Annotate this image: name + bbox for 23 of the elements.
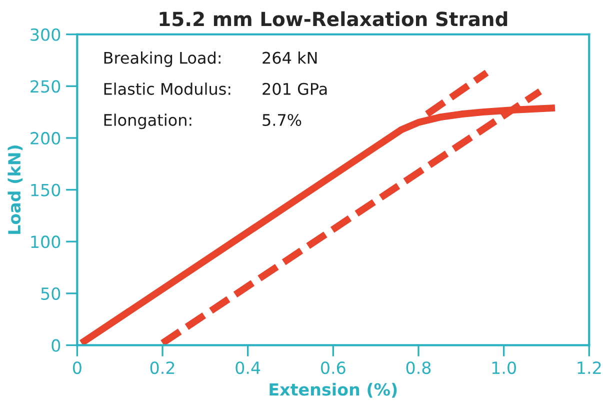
- y-tick-label: 0: [52, 339, 60, 352]
- x-tick-label: 0.4: [236, 361, 260, 374]
- y-tick-label: 100: [31, 236, 60, 248]
- x-tick-label: 1.2: [578, 361, 601, 374]
- x-tick-label: 0: [72, 361, 82, 374]
- x-axis-title: Extension (%): [270, 382, 397, 398]
- annotation: 201 GPa: [262, 82, 327, 95]
- annotation: 264 kN: [262, 51, 317, 64]
- x-tick-label: 1.0: [492, 361, 516, 374]
- y-axis-title: Load (kN): [8, 146, 23, 234]
- annotation: 5.7%: [262, 114, 302, 126]
- x-tick-label: 0.8: [406, 361, 431, 374]
- x-tick-label: 0.2: [150, 361, 174, 374]
- chart-title: 15.2 mm Low-Relaxation Strand: [160, 11, 508, 26]
- annotation: Breaking Load:: [104, 51, 220, 67]
- x-tick-label: 0.6: [321, 361, 346, 374]
- y-tick-label: 200: [30, 132, 60, 145]
- annotation: Elongation:: [104, 114, 192, 130]
- y-tick-label: 150: [31, 184, 60, 196]
- y-tick-label: 250: [30, 80, 60, 93]
- y-tick-label: 50: [41, 287, 60, 300]
- annotation: Elastic Modulus:: [104, 82, 230, 95]
- y-tick-label: 300: [30, 28, 60, 41]
